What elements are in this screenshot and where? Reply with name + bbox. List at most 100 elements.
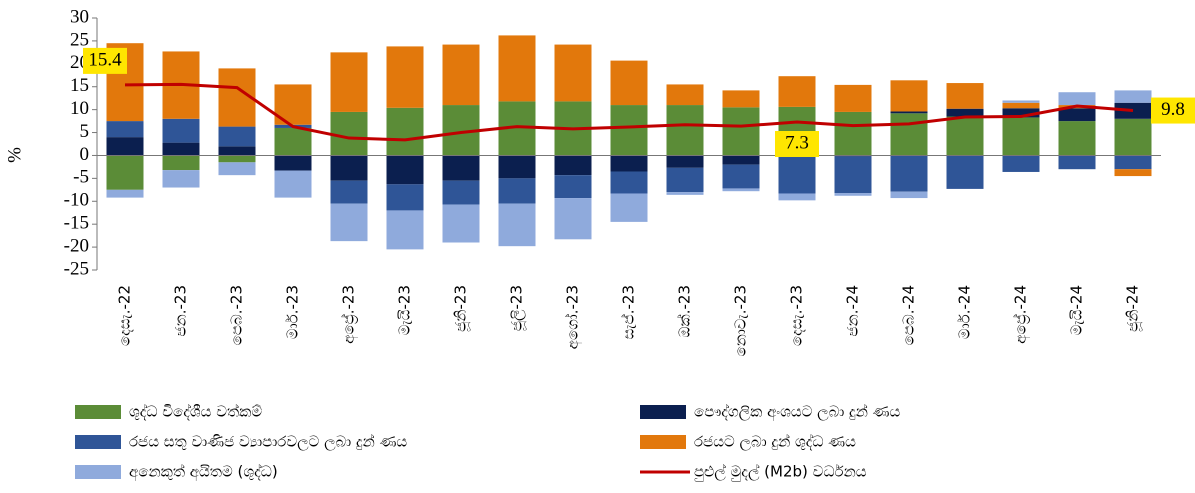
bar-segment (666, 105, 704, 156)
bar-segment (554, 198, 592, 240)
bar-segment (610, 155, 648, 172)
x-tick-label: දෙසැ.-23 (788, 285, 806, 346)
y-axis-label: % (4, 147, 25, 163)
bar-segment (106, 155, 144, 190)
bar-segment (330, 52, 368, 112)
bar-segment (1114, 169, 1152, 177)
bar-segment (386, 107, 424, 156)
bar-segment (442, 44, 480, 106)
bar-segment (442, 204, 480, 243)
legend-label: පෞද්ගලික අංශයට ලබා දුන් ණය (694, 402, 901, 421)
legend-swatch (640, 405, 686, 419)
bar-segment (834, 111, 872, 156)
bar-segment (778, 156, 816, 194)
x-tick-label: දෙසැ.-22 (116, 285, 134, 346)
bar-segment (330, 111, 368, 156)
legend-swatch (75, 405, 121, 419)
x-tick-label: පෙබ.-24 (900, 285, 918, 345)
bar-segment (890, 155, 928, 192)
y-tick-label: 10 (70, 98, 89, 119)
annotation-box (1151, 97, 1195, 124)
x-tick-label: පෙබ.-23 (228, 285, 246, 345)
bar-segment (554, 155, 592, 176)
y-tick-label: 15 (70, 75, 89, 96)
x-tick-label: අප්‍රේ.-24 (1011, 285, 1030, 344)
bar-segment (1058, 155, 1096, 170)
bar-segment (666, 192, 704, 195)
x-tick-label: ජූනි-23 (452, 285, 471, 332)
bar-segment (274, 170, 312, 198)
y-tick-label: 0 (80, 144, 90, 165)
bar-segment (106, 137, 144, 156)
annotation-box (775, 131, 819, 158)
bar-segment (610, 105, 648, 156)
bar-segment (442, 180, 480, 205)
bar-segment (106, 121, 144, 138)
legend-label: රජය සතු වාණිජ ව්‍යාපාරවලට ලබා දුන් ණය (129, 432, 407, 450)
bar-segment (274, 127, 312, 156)
bar-segment (218, 126, 256, 147)
x-tick-label: අප්‍රේ.-23 (339, 285, 358, 344)
x-tick-label: නොවැ.-23 (732, 285, 750, 357)
bar-segment (1114, 155, 1152, 170)
legend-label: රජයට ලබා දුන් ශුද්ධ ණය (694, 432, 856, 450)
bar-segment (498, 203, 536, 247)
bar-segment (498, 35, 536, 102)
bar-segment (1002, 117, 1040, 156)
bar-segment (330, 203, 368, 242)
bar-segment (610, 171, 648, 194)
bar-segment (274, 155, 312, 171)
bar-segment (1114, 118, 1152, 156)
bar-segment (946, 155, 984, 189)
bar-segment (106, 189, 144, 198)
line-series (124, 82, 1134, 142)
x-tick-label: ජූලි-23 (508, 285, 527, 331)
y-tick-label: 30 (70, 6, 89, 27)
y-tick-label: -10 (64, 190, 89, 211)
y-tick-label: -20 (64, 235, 89, 256)
bar-segment (1002, 108, 1040, 118)
bar-segment (554, 175, 592, 199)
bar-segment (1002, 100, 1040, 103)
bar-segment (162, 155, 200, 171)
legend-swatch (75, 435, 121, 449)
bar-segment (554, 44, 592, 102)
bar-segment (386, 46, 424, 108)
bar-segment (890, 113, 928, 156)
x-tick-label: සැප්.-23 (619, 285, 637, 339)
bar-segment (834, 156, 872, 194)
x-tick-label: මැයි-23 (396, 285, 414, 335)
bar-segment (666, 155, 704, 168)
bar-segment (386, 184, 424, 211)
y-tick-label: -5 (73, 167, 89, 188)
legend-label: අනෙකුත් අයිතම (ශුද්ධ) (129, 462, 278, 481)
y-tick-label: -15 (64, 213, 89, 234)
bar-segment (610, 193, 648, 222)
bar-segment (162, 118, 200, 143)
bar-segment (722, 188, 760, 192)
bar-segment (386, 210, 424, 250)
bar-segment (834, 193, 872, 196)
y-tick-label: 25 (70, 29, 89, 50)
x-tick-label: මාර්.-24 (956, 285, 974, 339)
x-tick-label: අගෝ.-23 (564, 285, 583, 349)
annotation: 15.4 (88, 49, 122, 70)
bar-segment (330, 155, 368, 181)
bar-segment (1058, 108, 1096, 122)
bar-segment (1058, 121, 1096, 156)
bar-segment (946, 83, 984, 109)
bar-segment (946, 108, 984, 117)
x-tick-label: මැයි-24 (1068, 285, 1086, 335)
bar-segment (162, 142, 200, 156)
bar-segment (1058, 92, 1096, 106)
bar-segment (666, 84, 704, 106)
bar-segment (890, 191, 928, 199)
bar-segment (386, 155, 424, 185)
y-tick-label: -25 (64, 258, 89, 279)
legend-label: ශුද්ධ විදේශීය වත්කම් (129, 402, 262, 420)
legend-swatch (640, 435, 686, 449)
bar-segment (890, 80, 928, 112)
bar-segment (218, 155, 256, 163)
bar-segment (722, 164, 760, 189)
